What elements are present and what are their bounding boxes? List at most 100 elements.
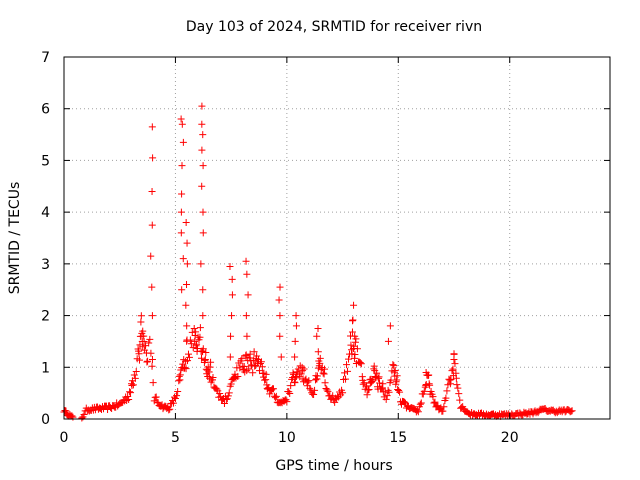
data-point <box>289 369 297 377</box>
data-point <box>199 345 207 353</box>
grid-lines <box>64 57 610 419</box>
data-point <box>199 229 207 237</box>
data-point <box>429 393 437 401</box>
data-point <box>316 359 324 367</box>
data-point <box>275 296 283 304</box>
data-point <box>242 312 250 320</box>
data-point <box>324 387 332 395</box>
data-point <box>450 350 458 358</box>
data-point <box>323 386 331 394</box>
data-point <box>148 221 156 229</box>
data-point <box>376 379 384 387</box>
data-point <box>442 394 450 402</box>
data-point <box>255 367 263 375</box>
data-point <box>353 345 361 353</box>
data-point <box>349 317 357 325</box>
data-point <box>291 379 299 387</box>
y-tick-label: 7 <box>41 50 50 66</box>
data-point <box>80 411 88 419</box>
data-point <box>196 324 204 332</box>
data-point <box>313 332 321 340</box>
data-point <box>257 358 265 366</box>
data-point <box>262 370 270 378</box>
data-point <box>379 380 387 388</box>
chart-title: Day 103 of 2024, SRMTID for receiver riv… <box>186 19 482 35</box>
y-tick-label: 6 <box>41 102 50 118</box>
data-point <box>178 120 186 128</box>
data-point <box>148 312 156 320</box>
data-point <box>198 146 206 154</box>
data-point <box>184 357 192 365</box>
data-point <box>451 360 459 368</box>
data-point <box>386 322 394 330</box>
data-point <box>334 392 342 400</box>
data-point <box>283 398 291 406</box>
data-point <box>198 120 206 128</box>
data-point <box>201 355 209 363</box>
data-point <box>144 357 152 365</box>
y-tick-labels: 0 1 2 3 4 5 6 7 <box>41 50 50 428</box>
data-point <box>291 374 299 382</box>
data-point <box>452 374 460 382</box>
data-point <box>396 388 404 396</box>
data-point <box>226 262 234 270</box>
data-point <box>135 350 143 358</box>
data-point <box>181 364 189 372</box>
data-point <box>129 381 137 389</box>
data-point <box>234 372 242 380</box>
data-point <box>184 350 192 358</box>
data-point <box>199 162 207 170</box>
x-tick-label: 0 <box>60 430 69 446</box>
data-point <box>420 387 428 395</box>
data-point <box>165 406 173 414</box>
x-axis-label: GPS time / hours <box>275 458 392 474</box>
data-point <box>193 340 201 348</box>
data-point <box>314 348 322 356</box>
data-point <box>202 348 210 356</box>
data-point <box>132 368 140 376</box>
data-point <box>276 332 284 340</box>
data-point <box>342 375 350 383</box>
y-tick-label: 5 <box>41 153 50 169</box>
data-point <box>568 407 576 415</box>
data-point <box>285 388 293 396</box>
data-point <box>269 385 277 393</box>
data-point <box>448 367 456 375</box>
data-point <box>277 353 285 361</box>
data-point <box>177 208 185 216</box>
data-point <box>350 342 358 350</box>
data-point <box>400 398 408 406</box>
data-point <box>149 379 157 387</box>
data-point <box>243 270 251 278</box>
y-tick-label: 1 <box>41 360 50 376</box>
data-point <box>351 332 359 340</box>
data-point <box>363 391 371 399</box>
data-point <box>287 382 295 390</box>
data-point <box>363 382 371 390</box>
y-tick-label: 0 <box>41 412 50 428</box>
data-point <box>173 392 181 400</box>
data-point <box>370 362 378 370</box>
data-point <box>414 408 422 416</box>
x-tick-label: 5 <box>171 430 180 446</box>
data-point <box>343 361 351 369</box>
x-tick-labels: 0 5 10 15 20 <box>60 430 519 446</box>
data-point <box>205 368 213 376</box>
data-point <box>372 374 380 382</box>
data-point <box>175 372 183 380</box>
data-point <box>148 187 156 195</box>
data-point <box>300 365 308 373</box>
data-point <box>183 260 191 268</box>
data-point <box>196 333 204 341</box>
data-point <box>321 365 329 373</box>
data-point <box>183 239 191 247</box>
data-point <box>266 390 274 398</box>
data-point <box>224 392 232 400</box>
data-point <box>230 373 238 381</box>
data-point <box>392 378 400 386</box>
data-point <box>248 361 256 369</box>
data-point <box>137 312 145 320</box>
data-point <box>393 372 401 380</box>
data-point <box>314 325 322 332</box>
data-point <box>440 403 448 411</box>
